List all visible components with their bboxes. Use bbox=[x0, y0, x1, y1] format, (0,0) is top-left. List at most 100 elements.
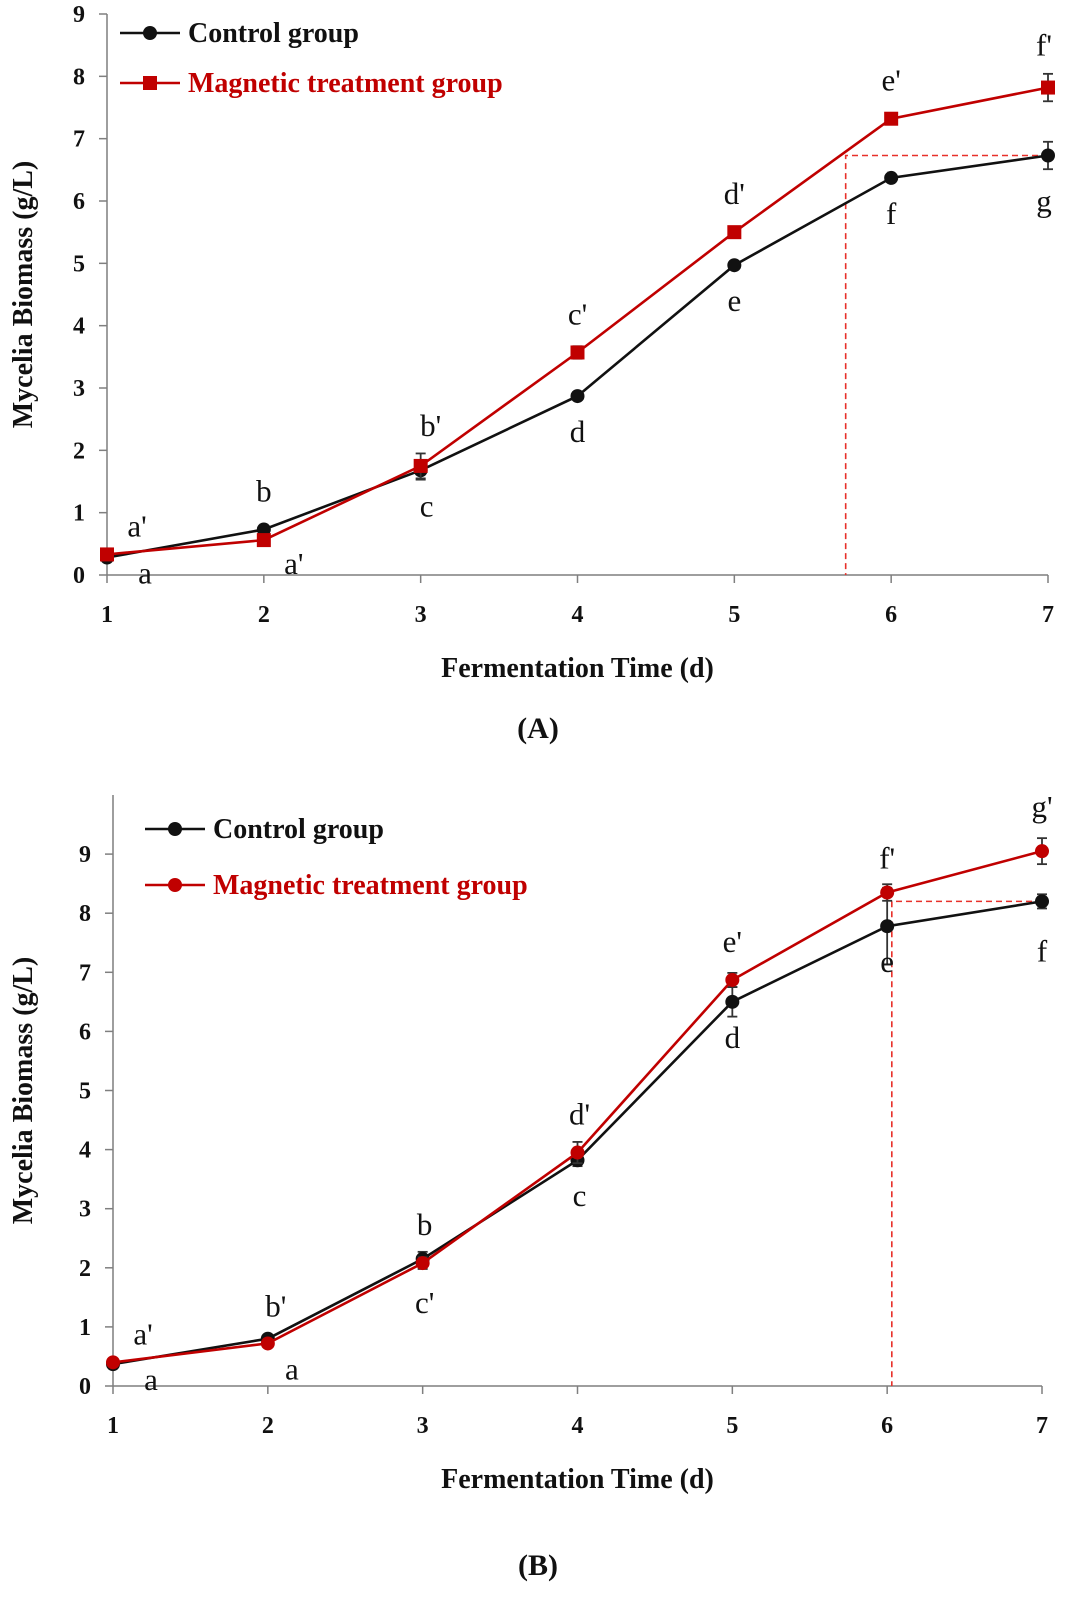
x-tick-label: 1 bbox=[107, 1413, 119, 1439]
data-point bbox=[106, 1355, 120, 1370]
y-tick-label: 1 bbox=[79, 1315, 91, 1341]
x-tick-label: 4 bbox=[572, 1413, 584, 1439]
legend-marker bbox=[168, 822, 182, 836]
significance-label: g' bbox=[1031, 789, 1052, 824]
significance-label: g bbox=[1036, 183, 1052, 218]
x-axis-title: Fermentation Time (d) bbox=[441, 653, 714, 684]
legend-label: Control group bbox=[188, 18, 359, 49]
x-tick-label: 1 bbox=[101, 602, 113, 628]
x-tick-label: 7 bbox=[1036, 1413, 1048, 1439]
panel-label: (B) bbox=[518, 1549, 558, 1582]
panel-label: (A) bbox=[517, 712, 559, 745]
significance-label: a bbox=[285, 1351, 299, 1386]
significance-label: e' bbox=[881, 63, 900, 98]
y-tick-label: 3 bbox=[73, 376, 85, 402]
data-point bbox=[880, 919, 895, 934]
legend-label: Control group bbox=[213, 814, 384, 845]
y-tick-label: 4 bbox=[79, 1138, 91, 1164]
data-point bbox=[1041, 148, 1055, 163]
y-tick-label: 7 bbox=[73, 127, 85, 153]
data-point bbox=[415, 1256, 430, 1271]
y-tick-label: 0 bbox=[79, 1374, 91, 1400]
x-tick-label: 5 bbox=[728, 602, 740, 628]
significance-label: b bbox=[256, 473, 272, 508]
x-tick-label: 7 bbox=[1042, 602, 1054, 628]
significance-label: a' bbox=[127, 508, 146, 543]
significance-label: c' bbox=[415, 1285, 434, 1320]
y-axis-title: Mycelia Biomass (g/L) bbox=[8, 161, 39, 429]
y-tick-label: 9 bbox=[79, 842, 91, 868]
y-tick-label: 5 bbox=[79, 1079, 91, 1105]
legend-marker bbox=[143, 76, 157, 90]
significance-label: a' bbox=[284, 546, 303, 581]
data-point bbox=[570, 389, 585, 404]
significance-label: a' bbox=[133, 1316, 152, 1351]
data-point bbox=[1035, 894, 1049, 909]
data-point bbox=[1035, 844, 1049, 859]
legend-label: Magnetic treatment group bbox=[188, 68, 503, 99]
significance-label: f bbox=[886, 196, 897, 231]
data-point bbox=[570, 1145, 585, 1160]
significance-label: f bbox=[1037, 933, 1048, 968]
data-point bbox=[880, 885, 895, 900]
legend-marker bbox=[168, 878, 182, 892]
x-tick-label: 2 bbox=[262, 1413, 274, 1439]
significance-label: d bbox=[570, 414, 586, 449]
x-tick-label: 3 bbox=[417, 1413, 429, 1439]
y-tick-label: 9 bbox=[73, 2, 85, 28]
significance-label: d' bbox=[569, 1097, 590, 1132]
y-tick-label: 3 bbox=[79, 1197, 91, 1223]
y-tick-label: 0 bbox=[73, 563, 85, 589]
y-axis-title: Mycelia Biomass (g/L) bbox=[8, 957, 39, 1225]
data-point bbox=[570, 345, 585, 360]
series-line bbox=[112, 900, 1043, 1366]
significance-label: b' bbox=[265, 1289, 286, 1324]
x-tick-label: 5 bbox=[726, 1413, 738, 1439]
significance-label: c bbox=[573, 1178, 587, 1213]
data-point bbox=[727, 258, 742, 273]
y-tick-label: 8 bbox=[79, 901, 91, 927]
significance-label: c bbox=[420, 488, 434, 523]
data-point bbox=[725, 972, 740, 987]
x-axis-title: Fermentation Time (d) bbox=[441, 1464, 714, 1495]
significance-label: b' bbox=[420, 408, 441, 443]
reference-guide-line bbox=[844, 154, 1048, 575]
significance-label: f' bbox=[879, 841, 895, 876]
significance-label: e bbox=[727, 283, 741, 318]
data-point bbox=[727, 225, 742, 240]
y-tick-label: 7 bbox=[79, 960, 91, 986]
legend-marker bbox=[143, 26, 157, 40]
significance-label: f' bbox=[1036, 28, 1052, 63]
y-tick-label: 1 bbox=[73, 501, 85, 527]
y-tick-label: 5 bbox=[73, 251, 85, 277]
significance-label: a bbox=[138, 556, 152, 591]
significance-label: e' bbox=[723, 924, 742, 959]
data-point bbox=[725, 994, 740, 1009]
y-tick-label: 8 bbox=[73, 64, 85, 90]
reference-guide-line bbox=[891, 900, 1042, 1386]
x-tick-label: 4 bbox=[572, 602, 584, 628]
significance-label: c' bbox=[568, 296, 587, 331]
y-tick-label: 2 bbox=[79, 1256, 91, 1282]
data-point bbox=[100, 547, 114, 562]
x-tick-label: 6 bbox=[881, 1413, 893, 1439]
data-point bbox=[1041, 80, 1055, 95]
significance-label: d bbox=[725, 1020, 741, 1055]
x-tick-label: 3 bbox=[415, 602, 427, 628]
legend-label: Magnetic treatment group bbox=[213, 870, 528, 901]
y-tick-label: 2 bbox=[73, 438, 85, 464]
data-point bbox=[256, 533, 271, 548]
data-point bbox=[884, 170, 899, 185]
x-tick-label: 2 bbox=[258, 602, 270, 628]
data-point bbox=[884, 111, 899, 126]
y-tick-label: 6 bbox=[73, 189, 85, 215]
data-point bbox=[260, 1336, 275, 1351]
y-tick-label: 4 bbox=[73, 314, 85, 340]
significance-label: b bbox=[417, 1207, 433, 1242]
significance-label: a bbox=[144, 1362, 158, 1397]
significance-label: e bbox=[880, 944, 894, 979]
significance-label: d' bbox=[724, 176, 745, 211]
data-point bbox=[256, 522, 271, 537]
